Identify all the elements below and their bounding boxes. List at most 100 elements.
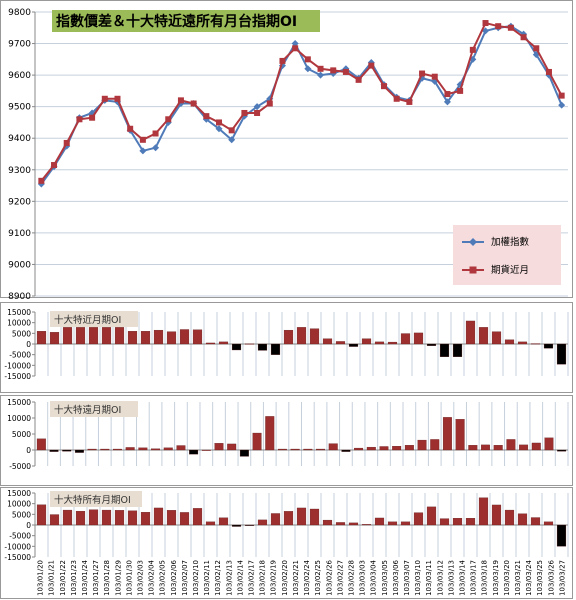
date-tick-label: 103/03/17	[470, 560, 478, 596]
data-point-futures	[254, 109, 261, 116]
date-tick-label: 103/02/12	[214, 560, 222, 596]
bar	[62, 449, 72, 452]
bar	[140, 512, 151, 526]
date-tick-label: 103/02/17	[248, 560, 256, 596]
bar	[153, 329, 164, 345]
date-tick-label: 103/01/24	[81, 559, 89, 595]
main-title: 指數價差＆十大特近遠所有月台指期OI	[56, 13, 297, 30]
data-point-index	[443, 98, 451, 106]
data-point-futures	[266, 100, 273, 107]
date-tick-label: 103/03/25	[536, 560, 544, 596]
bar	[361, 338, 372, 345]
bar-title-box-3: 十大特所有月期OI	[50, 491, 142, 507]
bar	[179, 329, 190, 345]
bar	[151, 448, 161, 451]
bar1-ytick-label: -15000	[4, 372, 31, 381]
data-point-futures	[63, 139, 70, 146]
date-tick-label: 103/03/20	[503, 560, 511, 596]
bar	[452, 518, 463, 526]
bar	[239, 449, 249, 457]
bar1-ytick-label: -5000	[9, 351, 31, 360]
bar1-ytick-label: 15000	[7, 308, 31, 317]
bar	[404, 445, 414, 451]
bar	[322, 519, 333, 526]
bar	[252, 432, 262, 451]
data-point-futures	[406, 98, 413, 105]
data-point-futures	[177, 97, 184, 104]
bar	[283, 329, 294, 345]
date-tick-label: 103/01/28	[103, 560, 111, 596]
data-point-futures	[304, 56, 311, 63]
main-ytick-label: 9600	[8, 71, 31, 81]
bar	[309, 508, 320, 526]
bar-chart-2-title: 十大特遠月期OI	[54, 404, 121, 416]
bar3-ytick-label: -10000	[4, 542, 31, 551]
main-ytick-label: 9500	[8, 103, 31, 113]
bar	[517, 341, 528, 345]
bar	[218, 341, 229, 345]
series-line-1	[40, 21, 563, 182]
date-tick-label: 103/01/30	[125, 560, 133, 596]
bar	[283, 511, 294, 526]
data-point-futures	[419, 70, 426, 77]
bar	[316, 448, 326, 451]
bar	[36, 438, 46, 451]
bar-chart-3-title: 十大特所有月期OI	[54, 494, 131, 506]
bar2-ytick-label: 10000	[7, 414, 31, 423]
data-point-futures	[216, 119, 223, 126]
data-point-futures	[545, 68, 552, 75]
data-point-futures	[101, 95, 108, 102]
bar	[366, 446, 376, 451]
date-tick-label: 103/03/27	[558, 560, 566, 596]
bar	[335, 341, 346, 345]
date-tick-label: 103/02/24	[303, 559, 311, 595]
bar	[127, 331, 138, 345]
bar	[88, 327, 99, 345]
bar	[205, 521, 216, 526]
bar	[387, 341, 398, 345]
bar	[309, 328, 320, 345]
date-tick-label: 103/03/14	[459, 559, 467, 595]
data-point-futures	[380, 83, 387, 90]
bar	[348, 343, 359, 347]
bar	[379, 446, 389, 451]
date-tick-label: 103/02/21	[292, 560, 300, 596]
date-tick-label: 103/03/07	[403, 560, 411, 596]
bar	[257, 519, 268, 526]
bar2-ytick-label: -5000	[9, 462, 31, 471]
data-point-futures	[190, 100, 197, 107]
bar	[100, 448, 110, 451]
bar	[413, 512, 424, 526]
data-point-futures	[292, 45, 299, 52]
data-point-futures	[203, 113, 210, 120]
bar1-ytick-label: 10000	[7, 319, 31, 328]
bar	[439, 518, 450, 526]
bar	[493, 445, 503, 451]
bar	[557, 449, 567, 452]
legend-label-index: 加權指數	[491, 236, 530, 248]
bar	[303, 448, 313, 451]
bar	[205, 342, 216, 345]
bar	[491, 331, 502, 345]
data-point-index	[482, 27, 490, 35]
date-tick-label: 103/02/10	[192, 560, 200, 596]
data-point-index	[304, 65, 312, 73]
bar	[88, 509, 99, 526]
date-tick-label: 103/01/22	[59, 560, 67, 596]
date-tick-label: 103/03/24	[525, 559, 533, 595]
date-tick-label: 103/03/10	[414, 560, 422, 596]
bar	[504, 339, 515, 345]
bar-title-box-1: 十大特近月期OI	[50, 311, 138, 327]
data-point-index	[228, 136, 236, 144]
date-tick-label: 103/01/21	[48, 560, 56, 596]
bar	[478, 497, 489, 526]
data-point-futures	[495, 23, 502, 30]
data-point-futures	[114, 95, 121, 102]
bar	[392, 446, 402, 451]
data-point-futures	[482, 20, 489, 27]
bar	[244, 343, 255, 345]
main-ytick-label: 9200	[8, 197, 31, 207]
